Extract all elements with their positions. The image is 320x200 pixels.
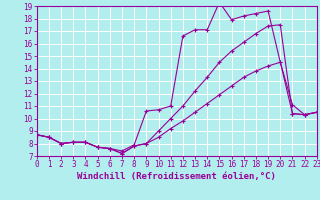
X-axis label: Windchill (Refroidissement éolien,°C): Windchill (Refroidissement éolien,°C) (77, 172, 276, 181)
